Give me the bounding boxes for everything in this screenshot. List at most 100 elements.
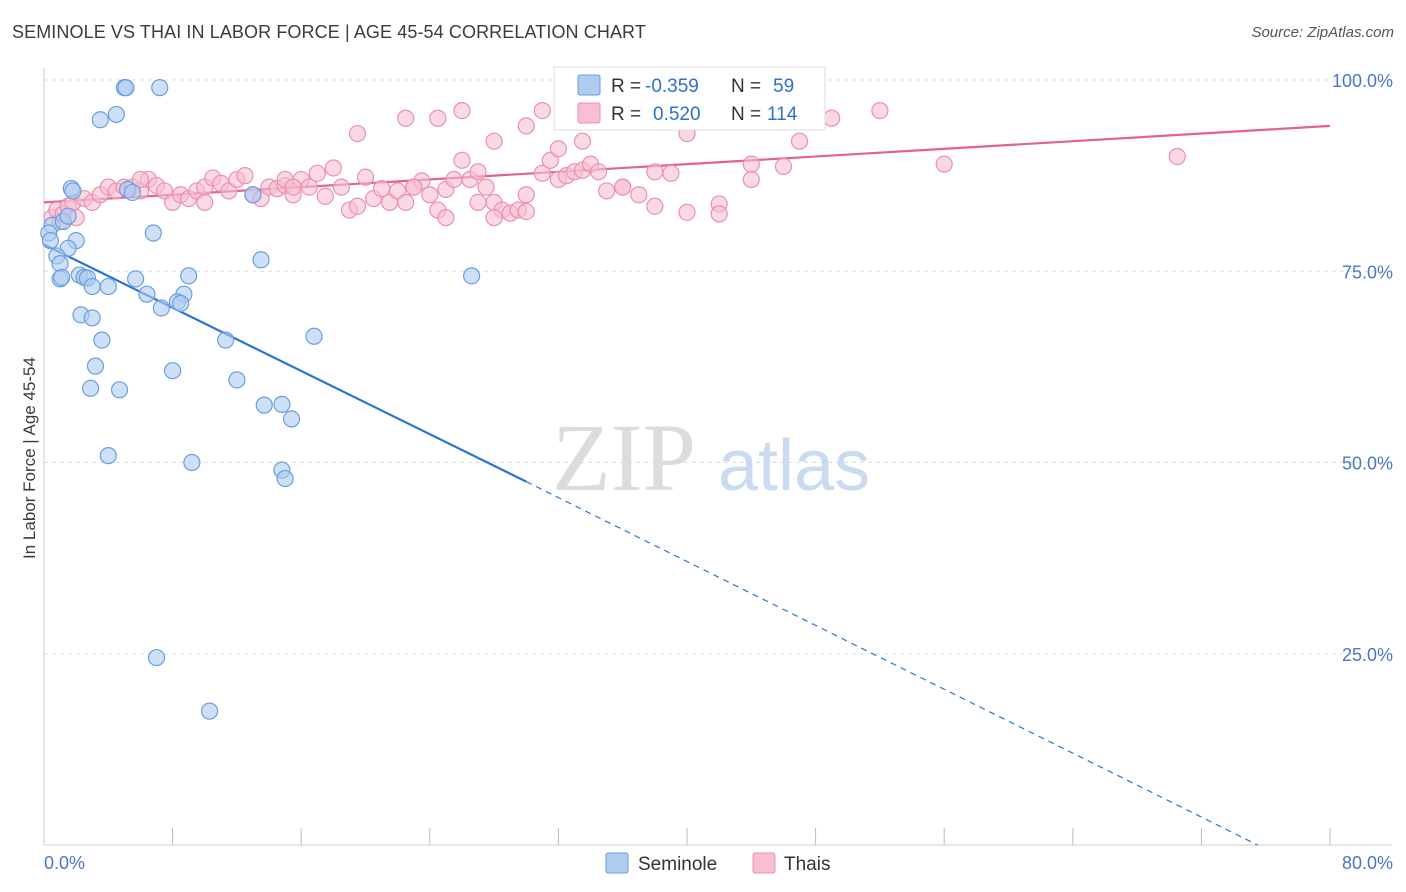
legend-bottom-label-thais: Thais	[784, 854, 830, 875]
seminole-point-38	[305, 327, 323, 345]
seminole-point-9	[244, 186, 262, 204]
thais-point-37	[316, 187, 334, 205]
seminole-point-35	[172, 294, 190, 312]
thais-point-99	[405, 178, 423, 196]
thais-point-96	[485, 209, 503, 227]
thais-point-80	[348, 124, 367, 143]
thais-point-94	[614, 178, 632, 196]
legend-bottom-swatch-seminole	[605, 852, 629, 874]
legend-r-label-2: R =	[611, 104, 641, 125]
seminole-point-3	[107, 105, 125, 124]
chart-title: SEMINOLE VS THAI IN LABOR FORCE | AGE 45…	[12, 22, 646, 42]
thais-point-77	[397, 109, 415, 127]
thais-point-41	[348, 197, 367, 215]
thais-point-36	[308, 164, 326, 182]
thais-point-97	[517, 186, 535, 204]
seminole-point-8	[123, 183, 142, 202]
thais-point-110	[131, 170, 150, 189]
seminole-trend-extension	[525, 481, 1258, 846]
seminole-point-45	[110, 381, 129, 399]
thais-point-73	[630, 186, 648, 204]
thais-point-92	[1168, 147, 1186, 166]
thais-point-107	[533, 101, 551, 120]
legend-series: Seminole Thais	[605, 852, 830, 875]
thais-point-39	[332, 178, 350, 196]
watermark: ZIP atlas	[552, 404, 870, 511]
thais-point-76	[678, 203, 696, 221]
thais-point-27	[236, 167, 254, 185]
data-points	[40, 79, 1186, 720]
seminole-point-30	[53, 268, 71, 286]
grid-lines	[44, 79, 1392, 655]
seminole-point-47	[255, 396, 273, 414]
thais-point-78	[429, 109, 447, 127]
thais-point-79	[453, 101, 471, 120]
seminole-point-28	[462, 267, 481, 285]
legend-r-value-1: -0.359	[645, 76, 699, 97]
seminole-point-37	[83, 309, 101, 327]
axes	[43, 68, 1392, 846]
thais-point-70	[589, 163, 608, 181]
thais-point-57	[477, 178, 495, 196]
thais-point-75	[662, 164, 680, 182]
legend-r-label-1: R =	[611, 76, 641, 97]
thais-point-63	[533, 164, 551, 182]
thais-point-38	[324, 159, 342, 177]
seminole-point-2	[151, 79, 169, 97]
seminole-point-34	[152, 299, 170, 317]
y-tick-label-0: 100.0%	[1332, 71, 1393, 91]
thais-point-101	[646, 197, 664, 215]
thais-point-82	[549, 140, 568, 158]
thais-point-91	[935, 155, 953, 173]
thais-point-47	[397, 193, 415, 211]
seminole-trend-line	[43, 243, 527, 483]
legend-bottom-swatch-thais	[752, 852, 776, 874]
watermark-zip: ZIP	[552, 404, 696, 511]
x-tick-label-0: 0.0%	[44, 853, 85, 873]
y-tick-label-2: 50.0%	[1342, 454, 1393, 474]
thais-point-53	[445, 170, 463, 189]
thais-point-71	[598, 182, 616, 200]
legend-n-value-1: 59	[773, 76, 794, 97]
seminole-point-20	[252, 251, 270, 269]
legend-r-value-2: 0.520	[653, 104, 701, 125]
thais-point-87	[774, 157, 793, 176]
seminole-point-14	[41, 232, 60, 250]
seminole-point-43	[228, 371, 246, 389]
seminole-point-48	[282, 410, 301, 428]
seminole-point-42	[164, 362, 182, 380]
legend-stats: R = -0.359 N = 59 R = 0.520 N = 114	[553, 66, 826, 131]
legend-n-label-1: N =	[731, 76, 761, 97]
y-axis-title: In Labor Force | Age 45-54	[20, 357, 39, 559]
legend-swatch-seminole	[577, 74, 601, 96]
seminole-point-1	[117, 79, 135, 97]
thais-point-56	[469, 163, 487, 181]
seminole-point-54	[200, 702, 219, 720]
thais-point-42	[356, 168, 375, 186]
seminole-point-46	[273, 395, 291, 413]
source-credit: Source: ZipAtlas.com	[1251, 24, 1394, 41]
legend-n-label-2: N =	[731, 104, 761, 125]
thais-point-102	[742, 170, 760, 189]
thais-point-62	[517, 202, 535, 221]
legend-bottom-label-seminole: Seminole	[638, 854, 717, 875]
thais-point-50	[421, 186, 439, 204]
thais-point-108	[284, 178, 302, 196]
watermark-atlas: atlas	[718, 426, 870, 506]
seminole-point-4	[91, 111, 109, 129]
seminole-point-39	[93, 331, 111, 349]
seminole-point-52	[276, 469, 294, 488]
seminole-point-12	[59, 207, 77, 225]
seminole-point-6	[64, 182, 82, 200]
seminole-point-24	[83, 277, 101, 296]
seminole-point-19	[144, 224, 162, 242]
seminole-point-40	[217, 331, 235, 349]
seminole-point-41	[86, 357, 105, 375]
seminole-point-53	[147, 648, 166, 667]
thais-point-93	[710, 205, 728, 223]
thais-point-54	[453, 151, 471, 169]
thais-point-83	[573, 132, 592, 150]
thais-point-74	[646, 163, 664, 181]
thais-point-86	[742, 155, 760, 173]
